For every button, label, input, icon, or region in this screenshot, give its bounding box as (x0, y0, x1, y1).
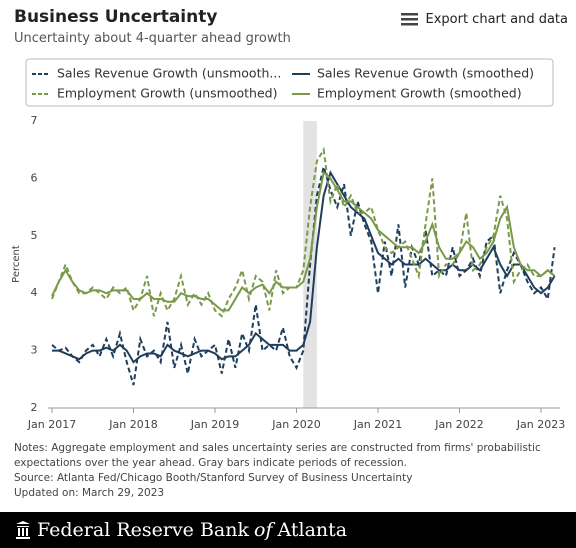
legend-label: Sales Revenue Growth (unsmooth... (57, 66, 281, 81)
series-line (51, 170, 556, 312)
chart: Percent 2 3 4 5 6 7 Jan 2017 Jan 2018 Jan 2019 Ja… (11, 58, 565, 431)
y-axis-label: Percent (11, 245, 22, 283)
x-tick-label: Jan 2022 (434, 418, 483, 431)
series-line (51, 163, 556, 386)
x-tick-label: Jan 2017 (27, 418, 76, 431)
x-tick-label: Jan 2023 (516, 418, 565, 431)
legend-label: Sales Revenue Growth (smoothed) (317, 66, 534, 81)
footer: Federal Reserve Bank of Atlanta (0, 512, 576, 548)
x-tick-label: Jan 2018 (108, 418, 157, 431)
series-line (52, 170, 556, 364)
y-tick-label: 6 (31, 171, 38, 184)
legend-label: Employment Growth (unsmoothed) (57, 86, 277, 101)
chart-subtitle: Uncertainty about 4-quarter ahead growth (14, 31, 291, 46)
y-tick-label: 3 (31, 344, 38, 357)
notes: Notes: Aggregate employment and sales un… (14, 441, 554, 501)
x-tick-label: Jan 2020 (271, 418, 320, 431)
export-label[interactable]: Export chart and data (425, 12, 569, 27)
menu-icon (400, 13, 418, 26)
footer-text: Atlanta (277, 519, 348, 541)
y-tick-label: 7 (31, 114, 38, 127)
legend-box (25, 58, 554, 107)
note: Notes: Aggregate employment and sales un… (14, 442, 541, 469)
logo-icon (16, 521, 30, 539)
y-tick-label: 5 (31, 229, 38, 242)
x-tick-label: Jan 2019 (190, 418, 239, 431)
updated: Updated on: March 29, 2023 (14, 487, 165, 499)
legend-label: Employment Growth (smoothed) (317, 86, 522, 101)
y-tick-label: 4 (31, 286, 38, 299)
x-tick-label: Jan 2021 (353, 418, 402, 431)
chart-title: Business Uncertainty (14, 7, 218, 27)
export-button[interactable]: Export chart and data (400, 12, 569, 27)
footer-text: of (254, 519, 273, 541)
y-tick-label: 2 (31, 401, 38, 414)
source: Source: Atlanta Fed/Chicago Booth/Stanfo… (14, 472, 413, 484)
footer-text: Federal Reserve Bank (37, 519, 250, 541)
series-line (51, 146, 556, 318)
